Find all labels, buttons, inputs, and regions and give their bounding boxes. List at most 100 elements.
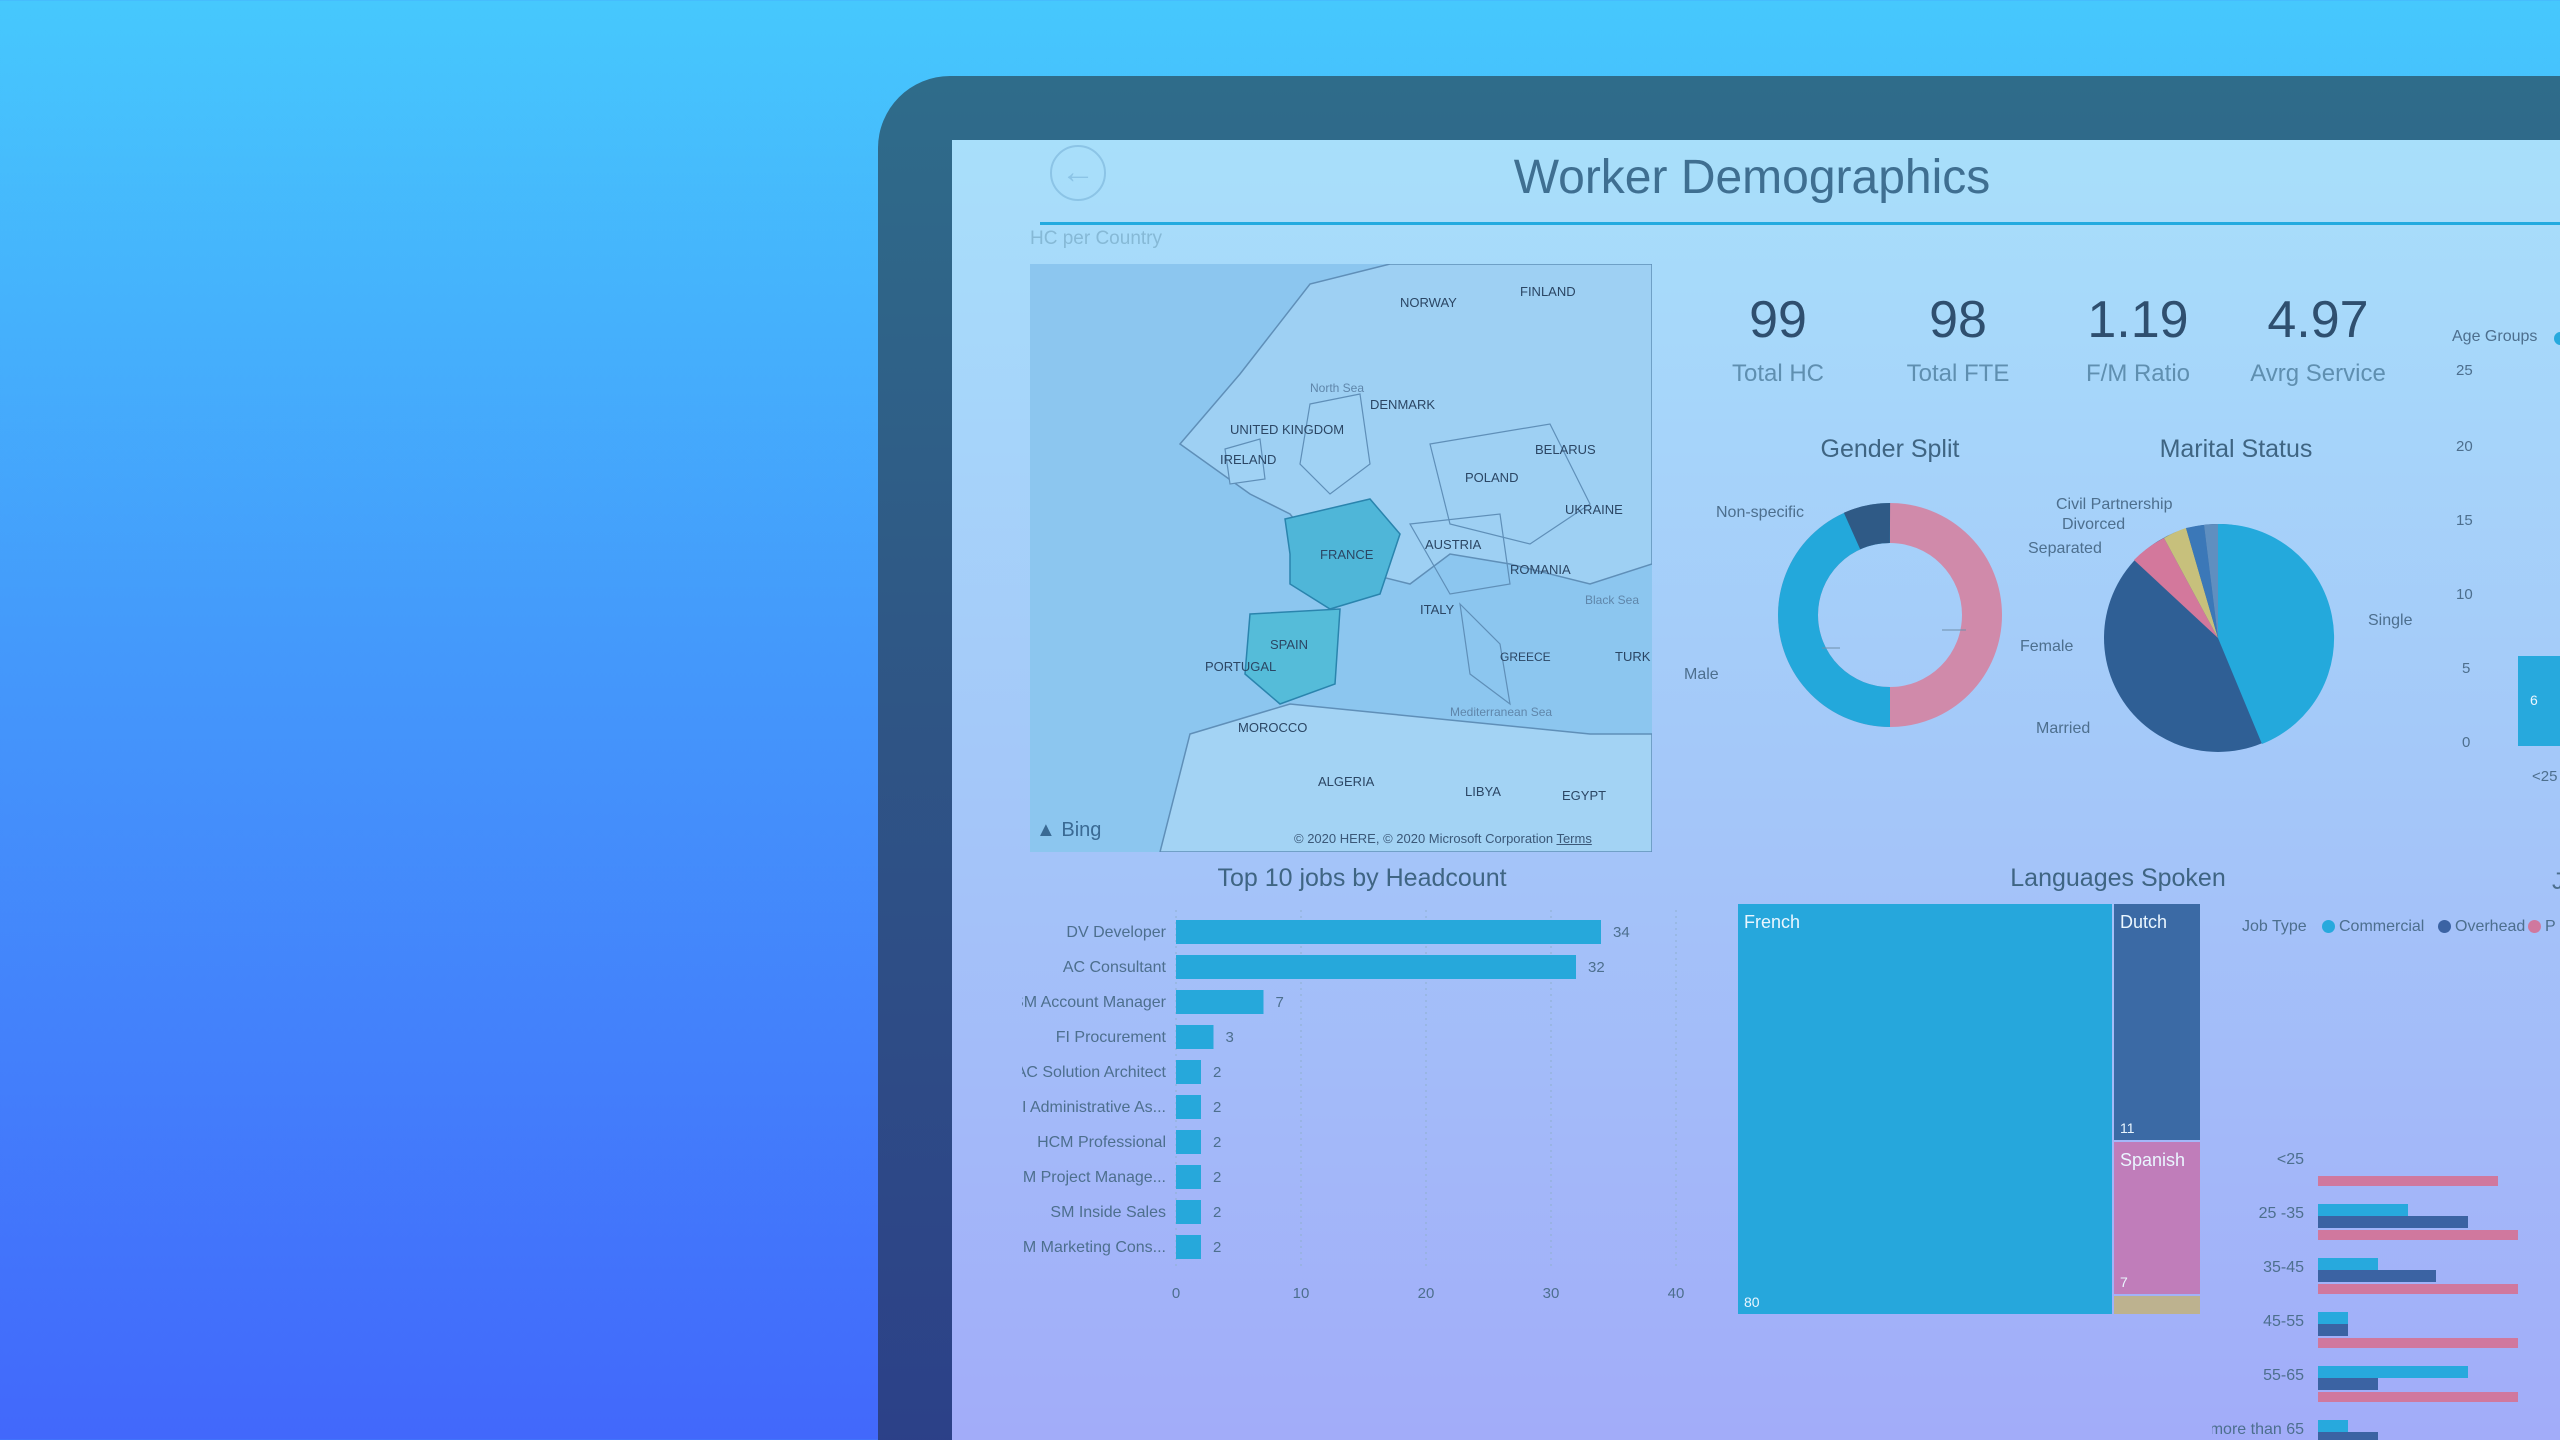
jobtype-bar-p[interactable]: [2318, 1338, 2518, 1348]
kpi-value: 98: [1929, 291, 1987, 349]
age-legend-dot: [2554, 332, 2560, 345]
kpi-label: Avrg Service: [2250, 360, 2386, 387]
age-bar[interactable]: 6: [2518, 656, 2560, 746]
jobs-x-tick: 20: [1418, 1285, 1435, 1302]
country-map[interactable]: NORWAY FINLAND North Sea DENMARK UNITED …: [1030, 264, 1652, 852]
marital-pie[interactable]: [2094, 510, 2354, 780]
map-label-romania: ROMANIA: [1510, 562, 1571, 577]
jobs-bar[interactable]: [1176, 955, 1576, 979]
map-label-egypt: EGYPT: [1562, 788, 1606, 803]
marital-label-civil: Civil Partnership: [2056, 496, 2173, 513]
jobs-bar[interactable]: [1176, 990, 1264, 1014]
jobtype-bar-p[interactable]: [2318, 1230, 2518, 1240]
jobs-data-label: 3: [1226, 1029, 1234, 1046]
treemap-tile-spanish[interactable]: Spanish 7: [2114, 1142, 2200, 1294]
jobs-bar[interactable]: [1176, 920, 1601, 944]
legend-dot: [2322, 920, 2335, 934]
jobs-category-label: SM Marketing Cons...: [1022, 1239, 1166, 1256]
bing-icon: ▲: [1036, 819, 1056, 841]
age-chart-title: Age Groups: [2452, 328, 2538, 345]
kpi-avrg-service: 4.97 Avrg Service: [2228, 290, 2408, 388]
map-label-denmark: DENMARK: [1370, 397, 1435, 412]
map-caption: HC per Country: [1030, 228, 1162, 249]
legend-overhead[interactable]: Overhead: [2438, 918, 2525, 936]
jobtype-bar-commercial[interactable]: [2318, 1312, 2348, 1324]
legend-commercial[interactable]: Commercial: [2322, 918, 2424, 936]
age-y-tick: 15: [2456, 512, 2473, 529]
map-label-turk: TURK: [1615, 649, 1651, 664]
jobtype-bar-overhead[interactable]: [2318, 1324, 2348, 1336]
jobs-x-tick: 30: [1543, 1285, 1560, 1302]
kpi-value: 1.19: [2087, 291, 2189, 349]
jobs-bar[interactable]: [1176, 1060, 1201, 1084]
kpi-total-fte: 98 Total FTE: [1868, 290, 2048, 388]
jobs-data-label: 2: [1213, 1064, 1221, 1081]
jobtype-title-partial: J: [2552, 868, 2560, 895]
map-label-poland: POLAND: [1465, 470, 1518, 485]
treemap-tile-french[interactable]: French 80: [1738, 904, 2112, 1314]
report-screen: ← Worker Demographics HC per Country NOR…: [952, 140, 2560, 1440]
jobtype-bar-commercial[interactable]: [2318, 1420, 2348, 1432]
jobs-data-label: 7: [1276, 994, 1284, 1011]
tile-label: Spanish: [2120, 1150, 2186, 1170]
jobtype-legend-title: Job Type: [2242, 918, 2307, 935]
jobtype-bar-overhead[interactable]: [2318, 1216, 2468, 1228]
jobs-category-label: AC Solution Architect: [1022, 1064, 1167, 1081]
tile-value: 7: [2120, 1274, 2128, 1290]
gender-title: Gender Split: [1820, 435, 1960, 463]
map-copyright: © 2020 HERE, © 2020 Microsoft Corporatio…: [1294, 831, 1592, 846]
jobtype-category-label: more than 65: [2212, 1421, 2304, 1438]
kpi-fm-ratio: 1.19 F/M Ratio: [2048, 290, 2228, 388]
map-label-finland: FINLAND: [1520, 284, 1576, 299]
jobs-bar[interactable]: [1176, 1235, 1201, 1259]
treemap-tile-dutch[interactable]: Dutch 11: [2114, 904, 2200, 1140]
gender-donut[interactable]: [1752, 480, 2032, 800]
jobs-data-label: 32: [1588, 959, 1605, 976]
map-label-ukraine: UKRAINE: [1565, 502, 1623, 517]
jobtype-bar-commercial[interactable]: [2318, 1258, 2378, 1270]
languages-title: Languages Spoken: [2010, 864, 2226, 892]
jobtype-bar-overhead[interactable]: [2318, 1270, 2436, 1282]
jobs-x-tick: 40: [1668, 1285, 1685, 1302]
gender-label-female: Female: [2020, 638, 2074, 655]
jobtype-bar-commercial[interactable]: [2318, 1204, 2408, 1216]
jobtype-bar-p[interactable]: [2318, 1392, 2518, 1402]
jobs-bar[interactable]: [1176, 1025, 1214, 1049]
treemap-tile-other[interactable]: [2114, 1296, 2200, 1314]
jobtype-bar-overhead[interactable]: [2318, 1432, 2378, 1440]
jobs-category-label: FI Administrative As...: [1022, 1099, 1166, 1116]
jobs-bar[interactable]: [1176, 1165, 1201, 1189]
jobtype-bar-p[interactable]: [2318, 1284, 2518, 1294]
map-label-uk: UNITED KINGDOM: [1230, 422, 1344, 437]
tile-label: French: [1744, 912, 1801, 932]
jobtype-bar-commercial[interactable]: [2318, 1366, 2468, 1378]
jobs-category-label: SM Account Manager: [1022, 994, 1167, 1011]
terms-link[interactable]: Terms: [1556, 831, 1592, 846]
marital-title: Marital Status: [2159, 435, 2313, 463]
jobs-category-label: DV Developer: [1066, 924, 1166, 941]
map-label-med-sea: Mediterranean Sea: [1450, 705, 1552, 719]
map-label-italy: ITALY: [1420, 602, 1455, 617]
jobs-data-label: 2: [1213, 1134, 1221, 1151]
jobs-bar[interactable]: [1176, 1200, 1201, 1224]
jobtype-bar-overhead[interactable]: [2318, 1378, 2378, 1390]
kpi-value: 99: [1749, 291, 1807, 349]
jobs-bar[interactable]: [1176, 1130, 1201, 1154]
jobs-data-label: 2: [1213, 1204, 1221, 1221]
jobs-bar[interactable]: [1176, 1095, 1201, 1119]
kpi-label: F/M Ratio: [2085, 360, 2190, 387]
map-label-greece: GREECE: [1500, 650, 1551, 664]
age-y-tick: 25: [2456, 362, 2473, 379]
map-label-spain: SPAIN: [1270, 637, 1308, 652]
back-button[interactable]: ←: [1050, 145, 1106, 201]
jobtype-category-label: 45-55: [2263, 1313, 2304, 1330]
jobs-category-label: FI Procurement: [1056, 1029, 1167, 1046]
legend-p[interactable]: P: [2528, 918, 2556, 936]
jobtype-bar-p[interactable]: [2318, 1176, 2498, 1186]
kpi-value: 4.97: [2267, 291, 2369, 349]
legend-dot: [2438, 920, 2451, 934]
jobs-data-label: 2: [1213, 1239, 1221, 1256]
jobs-title: Top 10 jobs by Headcount: [1217, 864, 1507, 892]
map-label-algeria: ALGERIA: [1318, 774, 1375, 789]
